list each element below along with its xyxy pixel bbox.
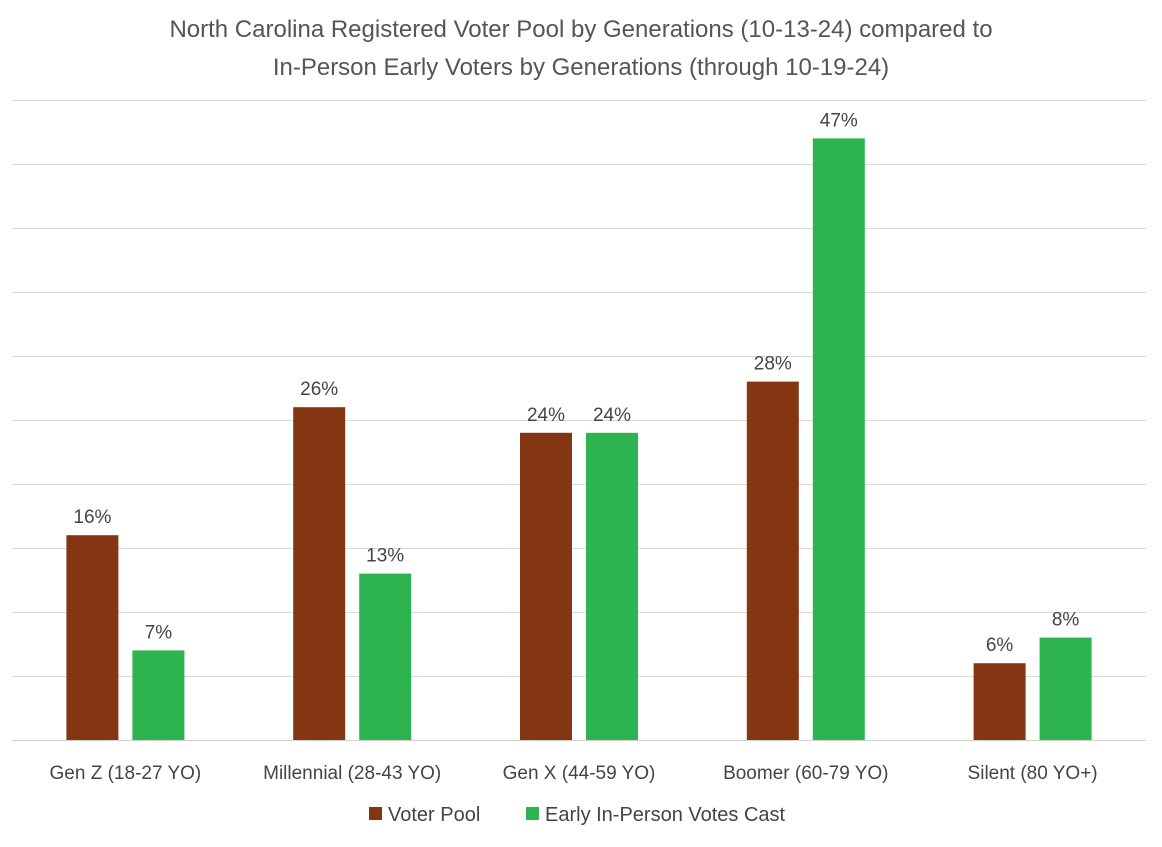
bar-early-votes — [812, 138, 865, 740]
x-tick-label: Boomer (60-79 YO) — [723, 763, 888, 784]
legend-swatch-voter-pool — [369, 807, 382, 820]
data-label: 7% — [145, 622, 173, 643]
bar-voter-pool — [66, 535, 119, 740]
x-tick-label: Millennial (28-43 YO) — [263, 763, 441, 784]
x-tick-label: Gen Z (18-27 YO) — [50, 763, 202, 784]
chart-title-line-1: North Carolina Registered Voter Pool by … — [169, 16, 992, 43]
chart-title-line-2: In-Person Early Voters by Generations (t… — [273, 54, 889, 81]
data-label: 28% — [754, 354, 792, 375]
x-tick-label: Gen X (44-59 YO) — [503, 763, 656, 784]
x-tick-label: Silent (80 YO+) — [968, 763, 1098, 784]
data-label: 13% — [366, 546, 404, 567]
data-label: 47% — [820, 110, 858, 131]
bar-early-votes — [586, 432, 638, 740]
data-label: 8% — [1052, 610, 1080, 631]
x-axis-ticks: Gen Z (18-27 YO) Millennial (28-43 YO) Gen… — [50, 763, 1098, 784]
bar-early-votes — [359, 573, 412, 740]
bar-early-votes — [1039, 637, 1092, 740]
bar-voter-pool — [293, 407, 346, 740]
legend: Voter Pool Early In-Person Votes Cast — [369, 804, 786, 826]
data-label: 6% — [986, 635, 1014, 656]
gridlines — [12, 100, 1146, 741]
legend-swatch-early-votes — [526, 807, 539, 820]
data-label: 24% — [527, 405, 565, 426]
bar-voter-pool — [520, 432, 572, 740]
legend-label-voter-pool: Voter Pool — [388, 804, 480, 826]
bar-early-votes — [132, 650, 185, 740]
bars: 16% 7% 26% 13% 24% 24% 28% 47% 6% 8% — [66, 110, 1092, 740]
data-label: 16% — [73, 507, 111, 528]
legend-label-early-votes: Early In-Person Votes Cast — [545, 804, 786, 826]
data-label: 26% — [300, 379, 338, 400]
bar-voter-pool — [973, 663, 1026, 740]
data-label: 24% — [593, 405, 631, 426]
bar-voter-pool — [746, 381, 799, 740]
